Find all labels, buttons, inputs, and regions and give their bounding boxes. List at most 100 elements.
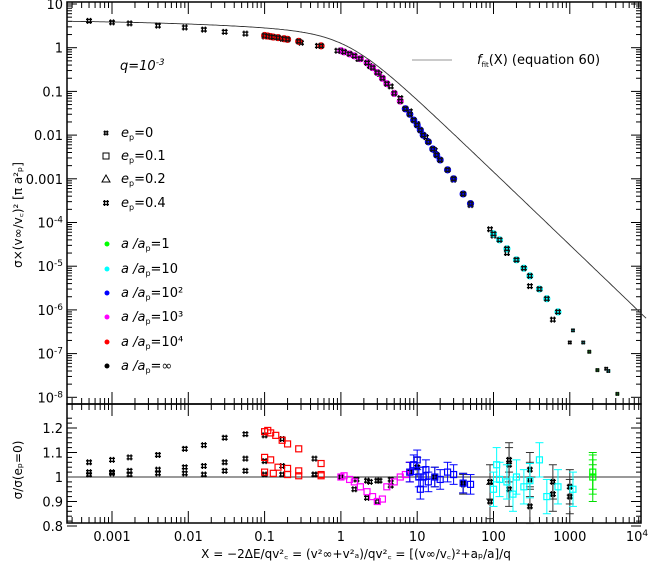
data-point [506,456,513,463]
data-point [503,478,511,486]
data-point [311,455,318,462]
data-point [615,391,620,396]
data-point [587,349,592,354]
data-point [295,467,303,475]
data-point [416,485,424,493]
data-point [466,200,475,208]
fit-curve [66,20,647,319]
data-point [429,145,437,153]
data-point [443,166,452,174]
x-tick-label: 1 [337,530,345,545]
data-point [436,475,444,484]
y-tick-label-bottom: 1.1 [42,447,63,462]
data-point [86,17,93,24]
data-point [424,138,432,146]
data-point [275,34,282,41]
y-tick-label: 10 [46,0,63,13]
y-axis-label-top: σ×(v∞/v꜀)² [π a²ₚ] [11,162,25,268]
data-point [154,22,161,29]
data-point [334,47,341,54]
x-tick-label: 0.01 [174,530,203,545]
data-point [346,50,353,57]
data-point [424,478,432,486]
legend-a-label: a /ap=10⁴ [121,335,183,351]
data-point [459,190,467,198]
data-point [181,470,188,477]
q-annotation: q=10-3 [120,58,165,74]
data-point [526,272,533,279]
data-point [154,466,161,473]
data-point [554,308,562,316]
data-point [200,26,207,33]
data-point [406,111,413,118]
data-point [109,470,115,477]
data-point [467,200,474,207]
data-point [109,19,115,26]
data-point [126,471,133,478]
data-point [278,436,286,444]
data-point [466,480,475,488]
data-point [417,127,424,134]
data-point [261,468,269,476]
y-tick-label: 0.01 [34,129,63,144]
legend-a-label: a /ap=10³ [121,310,183,326]
x-tick-label: 10 [409,530,426,545]
data-point [444,166,451,173]
data-point [604,366,609,371]
data-point [549,478,556,485]
data-point [387,83,394,90]
data-point [364,494,371,501]
data-point [376,477,383,484]
data-point [526,272,534,280]
data-point [459,479,467,487]
x-tick-label: 0.1 [254,530,275,545]
data-point [317,42,325,50]
data-point [554,483,562,491]
data-point [269,469,277,477]
data-point [436,156,444,164]
data-point [419,131,427,139]
data-point [126,454,133,461]
data-point [503,245,511,253]
data-point [406,110,414,118]
data-point [397,98,404,105]
data-point [450,175,458,183]
y-tick-label: 10-8 [37,390,63,406]
data-point [351,486,358,493]
data-point [489,230,498,238]
y-tick-label: 10-5 [37,259,63,275]
data-point [549,316,556,323]
data-point [242,455,249,462]
y-tick-label: 10-7 [37,347,63,363]
data-point [261,471,268,478]
x-tick-label: 0.001 [93,530,130,545]
data-point [402,105,409,112]
legend-ep-label: ep=0.4 [121,196,166,212]
data-point [390,89,398,97]
data-point [261,458,268,465]
data-point [429,146,436,153]
data-point [581,340,586,345]
data-point [425,138,432,145]
data-point [356,55,364,63]
data-point [390,478,398,486]
data-point [374,498,381,505]
data-point [242,431,249,438]
data-point [353,476,360,483]
legend-a-label: a /ap=10² [121,286,183,302]
data-point [283,35,292,43]
top-panel: 10 1 0.1 0.01 0.001 10-4 10-5 10-6 10-7 10-8 [26,0,647,523]
data-point [109,469,115,476]
data-point [383,483,391,491]
data-point [526,503,533,510]
data-point [487,498,494,505]
data-point [554,308,561,315]
data-point [512,256,521,264]
data-point [311,471,318,478]
data-point [378,495,387,503]
data-point [520,265,527,272]
data-point [283,440,292,448]
data-point [103,130,109,136]
data-point [181,445,188,452]
